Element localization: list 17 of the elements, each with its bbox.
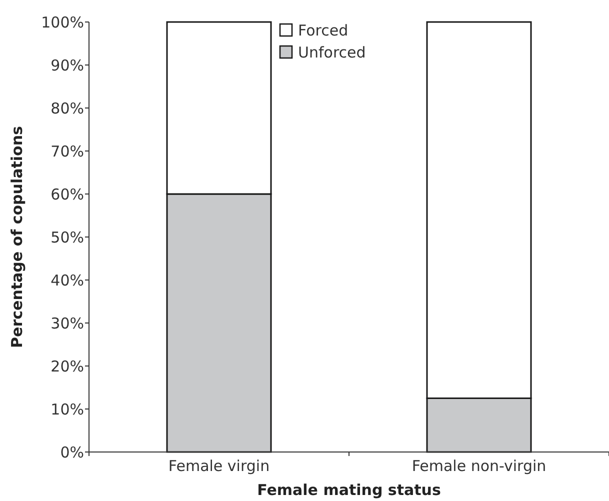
y-tick-label: 40%: [50, 271, 84, 290]
y-tick-label: 100%: [41, 13, 84, 32]
y-tick-label: 70%: [50, 142, 84, 160]
y-tick-label: 90%: [50, 56, 84, 74]
legend-label: Forced: [298, 21, 348, 40]
x-tick-label: Female non-virgin: [412, 457, 546, 475]
x-tick-label: Female virgin: [168, 457, 270, 475]
y-tick-label: 0%: [60, 443, 84, 462]
y-tick-label: 50%: [50, 228, 84, 246]
y-tick-label: 80%: [50, 99, 84, 118]
x-axis-title: Female mating status: [257, 481, 441, 499]
y-tick-label: 30%: [50, 314, 84, 332]
legend-label: Unforced: [298, 43, 366, 62]
y-tick-label: 10%: [50, 400, 84, 418]
y-tick-label: 20%: [50, 357, 84, 376]
y-tick-label: 60%: [50, 185, 84, 204]
y-axis-title: Percentage of copulations: [8, 126, 26, 348]
